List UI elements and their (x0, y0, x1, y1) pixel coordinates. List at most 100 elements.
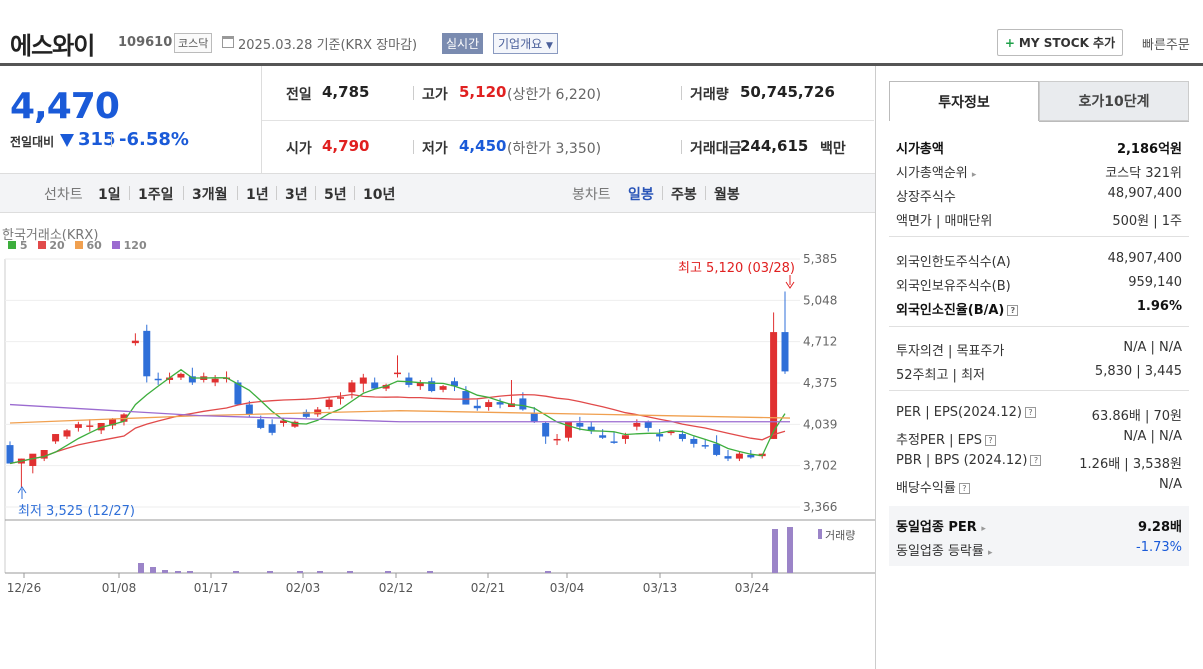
candle-body (701, 445, 709, 447)
per-row: PER | EPS(2024.12)? 63.86배 | 70원 (896, 405, 1182, 424)
low-label: 저가 (422, 141, 448, 157)
section-divider (889, 326, 1189, 327)
volume-bar (138, 563, 144, 573)
add-mystock-button[interactable]: + MY STOCK 추가 (997, 29, 1123, 56)
price-box (0, 66, 262, 173)
candle-body (564, 421, 572, 438)
company-overview-dropdown[interactable]: 기업개요 ▼ (493, 33, 558, 54)
candle-weekly[interactable]: 주봉 (671, 187, 697, 203)
ma20-line (9, 393, 786, 465)
period-sep (183, 186, 184, 200)
help-icon: ? (1007, 305, 1019, 316)
line-chart-label: 선차트 (44, 187, 83, 203)
candle-chart-label: 봉차트 (572, 187, 611, 203)
ma5-legend: 5 (8, 239, 28, 252)
stock-code: 109610 (118, 35, 173, 50)
company-name: 에스와이 (10, 32, 95, 60)
volume-legend-label: 거래량 (825, 529, 855, 542)
foreign-limit-row: 외국인한도주식수(A) 48,907,400 (896, 251, 1182, 270)
volume-bar (162, 570, 168, 573)
candle-body (724, 456, 732, 459)
candle-monthly[interactable]: 월봉 (714, 187, 740, 203)
volume-legend-swatch (818, 529, 822, 539)
period-sep (237, 186, 238, 200)
period-3y[interactable]: 3년 (285, 187, 308, 203)
candle-body (587, 426, 595, 431)
candle-daily[interactable]: 일봉 (628, 187, 654, 203)
candle-body (428, 381, 436, 392)
period-bar (0, 173, 875, 213)
calendar-icon (222, 36, 234, 48)
low-value: 4,450 (459, 137, 507, 155)
candle-body (29, 453, 37, 466)
ma20-legend: 20 (37, 239, 65, 252)
high-value: 5,120 (459, 83, 507, 101)
period-sep (315, 186, 316, 200)
chevron-right-icon: ▸ (971, 170, 977, 180)
upper-limit: (상한가 6,220) (507, 87, 602, 103)
peer-change-row[interactable]: 동일업종 등락률 ▸ -1.73% (896, 540, 1182, 559)
period-1d[interactable]: 1일 (98, 187, 121, 203)
candle-body (678, 434, 686, 439)
help-icon: ? (1024, 407, 1036, 418)
stats-divider (262, 120, 874, 121)
candle-body (154, 378, 162, 381)
y-tick-label: 4,375 (803, 376, 837, 390)
y-tick-label: 3,366 (803, 500, 837, 514)
period-3m[interactable]: 3개월 (192, 187, 228, 203)
change-label: 전일대비 (10, 135, 55, 149)
candle-body (667, 431, 675, 434)
candle-body (394, 372, 401, 375)
x-tick-label: 03/04 (550, 581, 585, 595)
candle-body (63, 430, 71, 437)
candle-body (473, 405, 481, 409)
volume-bar (187, 571, 193, 573)
ma120-line (9, 403, 790, 423)
ma5-line (9, 368, 786, 465)
volume-bar (385, 571, 391, 573)
period-1w[interactable]: 1주일 (138, 187, 174, 203)
candle-body (6, 445, 14, 464)
candle-body (439, 386, 447, 390)
amount-value: 244,615 (740, 137, 809, 155)
volume-bar (233, 571, 239, 573)
volume-bar (297, 571, 303, 573)
tab-orderbook[interactable]: 호가10단계 (1039, 81, 1189, 121)
volume-bar (317, 571, 323, 573)
candle-body (74, 424, 82, 428)
period-5y[interactable]: 5년 (324, 187, 347, 203)
peer-per-row[interactable]: 동일업종 PER ▸ 9.28배 (896, 520, 1182, 535)
volume-bar (267, 571, 273, 573)
candle-body (211, 378, 219, 383)
candle-body (302, 411, 310, 417)
candle-body (781, 332, 789, 372)
open-value: 4,790 (322, 137, 370, 155)
info-tabs: 투자정보 호가10단계 (889, 81, 1189, 121)
quick-order-button[interactable]: 빠른주문 (1142, 34, 1190, 53)
change-value: 315 (78, 129, 116, 150)
candle-body (97, 422, 105, 431)
candle-body (485, 402, 493, 408)
candle-body (644, 421, 652, 428)
tab-invest-info[interactable]: 투자정보 (889, 81, 1039, 121)
period-10y[interactable]: 10년 (363, 187, 396, 203)
realtime-button[interactable]: 실시간 (442, 33, 484, 54)
est-per-row: 추정PER | EPS? N/A | N/A (896, 429, 1182, 448)
x-tick-label: 01/17 (194, 581, 229, 595)
stat-divider (681, 86, 682, 100)
candle-body (40, 450, 48, 459)
peer-box (889, 506, 1189, 566)
quick-order-label: 빠른주문 (1142, 38, 1190, 53)
period-1y[interactable]: 1년 (246, 187, 269, 203)
mktcap-rank-row[interactable]: 시가총액순위 ▸ 코스닥 321위 (896, 166, 1182, 181)
volume-bar (175, 571, 181, 573)
ma60-line (9, 410, 791, 424)
candle-body (735, 453, 743, 459)
candle-body (553, 438, 561, 441)
par-row: 액면가 | 매매단위 500원 | 1주 (896, 214, 1182, 229)
lower-limit: (하한가 3,350) (507, 141, 602, 157)
price-chart[interactable]: 5,385 5,048 4,712 4,375 4,039 3,702 3,366 12/26… (0, 215, 875, 599)
max-arrow-head (785, 281, 795, 289)
candle-body (770, 332, 778, 439)
change-divider (111, 133, 112, 147)
